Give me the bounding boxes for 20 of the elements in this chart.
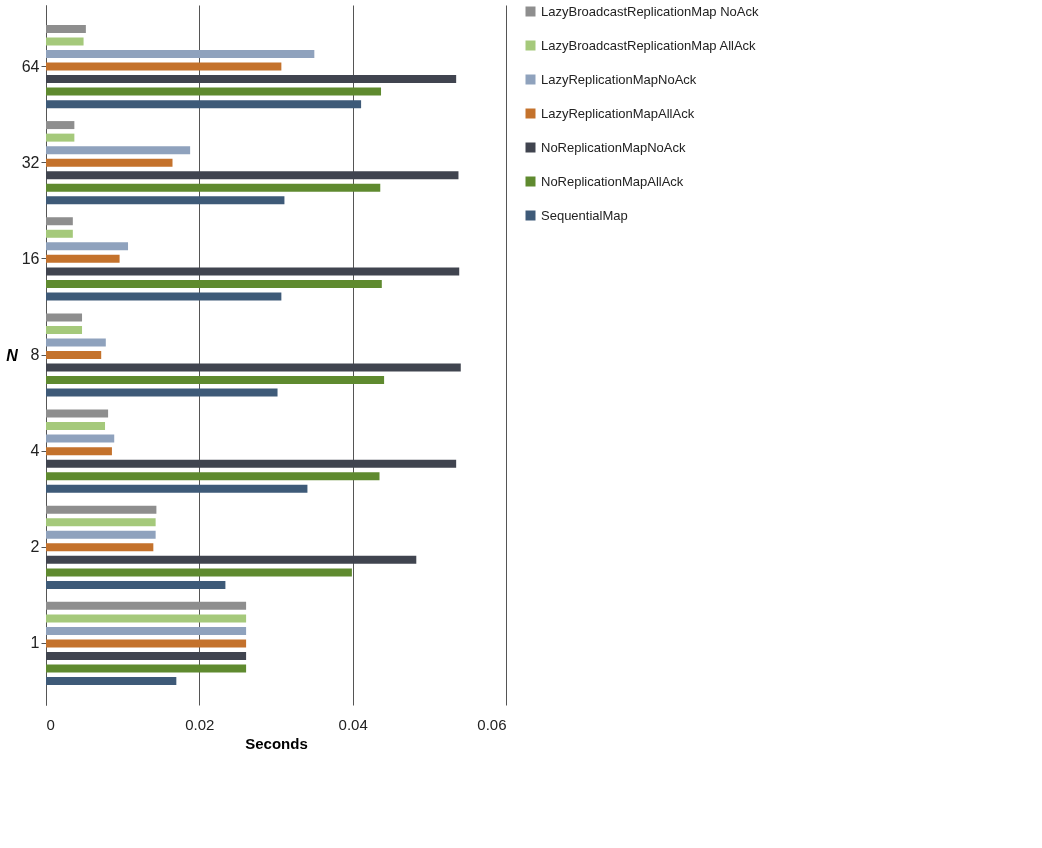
legend-label: LazyBroadcastReplicationMap NoAck [541, 3, 759, 19]
legend-label: NoReplicationMapAllAck [541, 173, 684, 189]
x-tick-label: 0 [46, 715, 55, 733]
legend-label: LazyReplicationMapAllAck [541, 105, 695, 121]
x-tick-label: 0.06 [477, 715, 507, 733]
y-tick-label: 16 [21, 249, 40, 267]
legend-label: LazyBroadcastReplicationMap AllAck [541, 37, 757, 53]
y-tick-label: 8 [30, 346, 40, 363]
x-tick-label: 0.02 [185, 715, 215, 733]
y-tick-label: 64 [21, 57, 40, 75]
y-axis-title: N [6, 346, 19, 364]
x-tick-label: 0.04 [338, 715, 368, 733]
y-tick-label: 1 [30, 634, 40, 652]
y-tick-label: 2 [30, 538, 40, 556]
legend-label: LazyReplicationMapNoAck [541, 71, 697, 87]
legend-label: NoReplicationMapNoAck [541, 139, 687, 155]
y-tick-label: 32 [21, 153, 40, 171]
x-axis-title: Seconds [245, 734, 308, 752]
legend-label: SequentialMap [541, 207, 628, 223]
y-tick-label: 4 [30, 442, 40, 460]
